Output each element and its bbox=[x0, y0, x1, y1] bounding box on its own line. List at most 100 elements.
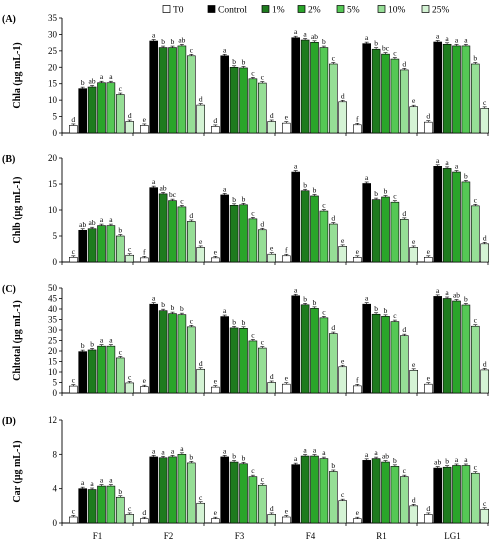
y-tick-label: 35 bbox=[48, 13, 58, 23]
significance-letter: b bbox=[473, 54, 477, 63]
bar bbox=[149, 303, 158, 394]
significance-letter: e bbox=[427, 374, 431, 383]
significance-letter: c bbox=[128, 504, 132, 513]
significance-letter: e bbox=[412, 96, 416, 105]
bar bbox=[470, 63, 480, 134]
significance-letter: e bbox=[143, 376, 147, 385]
bar bbox=[229, 66, 239, 134]
significance-letter: a bbox=[294, 27, 298, 36]
significance-letter: b bbox=[393, 456, 397, 465]
legend-item: Control bbox=[207, 5, 247, 16]
significance-letter: c bbox=[393, 49, 397, 58]
significance-letter: bc bbox=[169, 190, 177, 199]
y-tick-label: 4 bbox=[53, 484, 58, 494]
bar bbox=[69, 385, 78, 394]
significance-letter: ab bbox=[160, 183, 167, 192]
legend-item: 25% bbox=[421, 5, 450, 16]
legend-swatch bbox=[377, 5, 386, 13]
significance-letter: c bbox=[393, 192, 397, 201]
y-axis-title: Car (µg mL-1) bbox=[12, 440, 23, 502]
bar bbox=[291, 295, 301, 394]
bar bbox=[291, 37, 301, 134]
significance-letter: a bbox=[294, 285, 298, 294]
bar bbox=[470, 205, 480, 263]
significance-letter: c bbox=[251, 466, 255, 475]
bar bbox=[319, 458, 329, 524]
bar bbox=[352, 257, 362, 263]
significance-letter: a bbox=[152, 31, 156, 40]
bar bbox=[319, 317, 329, 394]
bar bbox=[168, 456, 177, 524]
bar bbox=[281, 122, 291, 134]
significance-letter: d bbox=[331, 323, 335, 332]
bar bbox=[338, 246, 348, 263]
bar bbox=[328, 333, 338, 394]
significance-letter: a bbox=[455, 162, 459, 171]
bar bbox=[187, 221, 196, 263]
bar bbox=[390, 201, 400, 263]
bar bbox=[381, 196, 390, 263]
significance-letter: a bbox=[455, 455, 459, 464]
bar bbox=[362, 43, 372, 134]
bar bbox=[470, 325, 480, 394]
significance-letter: b bbox=[303, 294, 307, 303]
significance-letter: ab bbox=[434, 458, 441, 467]
significance-letter: b bbox=[374, 39, 378, 48]
significance-letter: c bbox=[251, 330, 255, 339]
significance-letter: d bbox=[331, 214, 335, 223]
significance-letter: a bbox=[152, 294, 156, 303]
significance-letter: a bbox=[365, 173, 369, 182]
bar bbox=[158, 457, 168, 524]
bar bbox=[140, 125, 149, 134]
bar bbox=[319, 47, 329, 134]
significance-letter: d bbox=[213, 116, 217, 125]
bar bbox=[480, 369, 490, 394]
bar bbox=[125, 254, 134, 263]
bar bbox=[328, 471, 338, 524]
bar bbox=[452, 465, 461, 524]
significance-letter: b bbox=[232, 317, 236, 326]
significance-letter: e bbox=[356, 508, 360, 517]
bar bbox=[267, 514, 277, 524]
bar bbox=[158, 193, 168, 263]
y-tick-label: 10 bbox=[48, 205, 58, 215]
significance-letter: e bbox=[285, 113, 289, 122]
significance-letter: e bbox=[285, 374, 289, 383]
bar bbox=[177, 206, 187, 263]
significance-letter: b bbox=[242, 453, 246, 462]
panel-label: (D) bbox=[2, 416, 16, 427]
bar bbox=[196, 104, 205, 134]
significance-letter: e bbox=[285, 506, 289, 515]
significance-letter: b bbox=[464, 295, 468, 304]
significance-letter: b bbox=[445, 457, 449, 466]
bar bbox=[220, 194, 229, 263]
legend-label: 10% bbox=[388, 6, 406, 16]
y-tick-label: 45 bbox=[48, 294, 58, 304]
bar bbox=[470, 472, 480, 524]
significance-letter: f bbox=[356, 114, 359, 123]
bar bbox=[239, 204, 248, 263]
bar bbox=[106, 485, 116, 524]
significance-letter: c bbox=[128, 245, 132, 254]
significance-letter: b bbox=[322, 37, 326, 46]
bar bbox=[125, 514, 134, 524]
bar bbox=[452, 45, 461, 134]
significance-letter: a bbox=[109, 336, 113, 345]
significance-letter: a bbox=[161, 447, 165, 456]
bar bbox=[362, 183, 372, 263]
bar bbox=[338, 500, 348, 524]
y-tick-label: 40 bbox=[48, 304, 58, 314]
bar bbox=[211, 386, 220, 394]
bar bbox=[461, 304, 471, 394]
bar bbox=[220, 316, 229, 394]
legend-swatch bbox=[297, 5, 306, 13]
bar bbox=[87, 489, 97, 524]
significance-letter: a bbox=[100, 215, 104, 224]
bar bbox=[338, 101, 348, 134]
significance-letter: c bbox=[474, 463, 478, 472]
significance-letter: b bbox=[118, 226, 122, 235]
significance-letter: c bbox=[251, 68, 255, 77]
